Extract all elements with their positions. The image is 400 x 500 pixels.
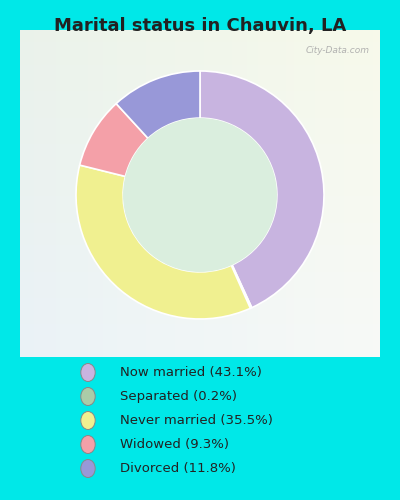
Wedge shape [76, 165, 250, 319]
Wedge shape [80, 104, 148, 176]
Wedge shape [200, 71, 324, 308]
Wedge shape [231, 265, 252, 308]
Text: Separated (0.2%): Separated (0.2%) [120, 390, 237, 403]
Text: Now married (43.1%): Now married (43.1%) [120, 366, 262, 379]
Circle shape [124, 118, 276, 272]
Text: City-Data.com: City-Data.com [305, 46, 369, 56]
Text: Never married (35.5%): Never married (35.5%) [120, 414, 273, 427]
Text: Widowed (9.3%): Widowed (9.3%) [120, 438, 229, 451]
Text: Divorced (11.8%): Divorced (11.8%) [120, 462, 236, 475]
Wedge shape [116, 71, 200, 138]
Text: Marital status in Chauvin, LA: Marital status in Chauvin, LA [54, 18, 346, 36]
